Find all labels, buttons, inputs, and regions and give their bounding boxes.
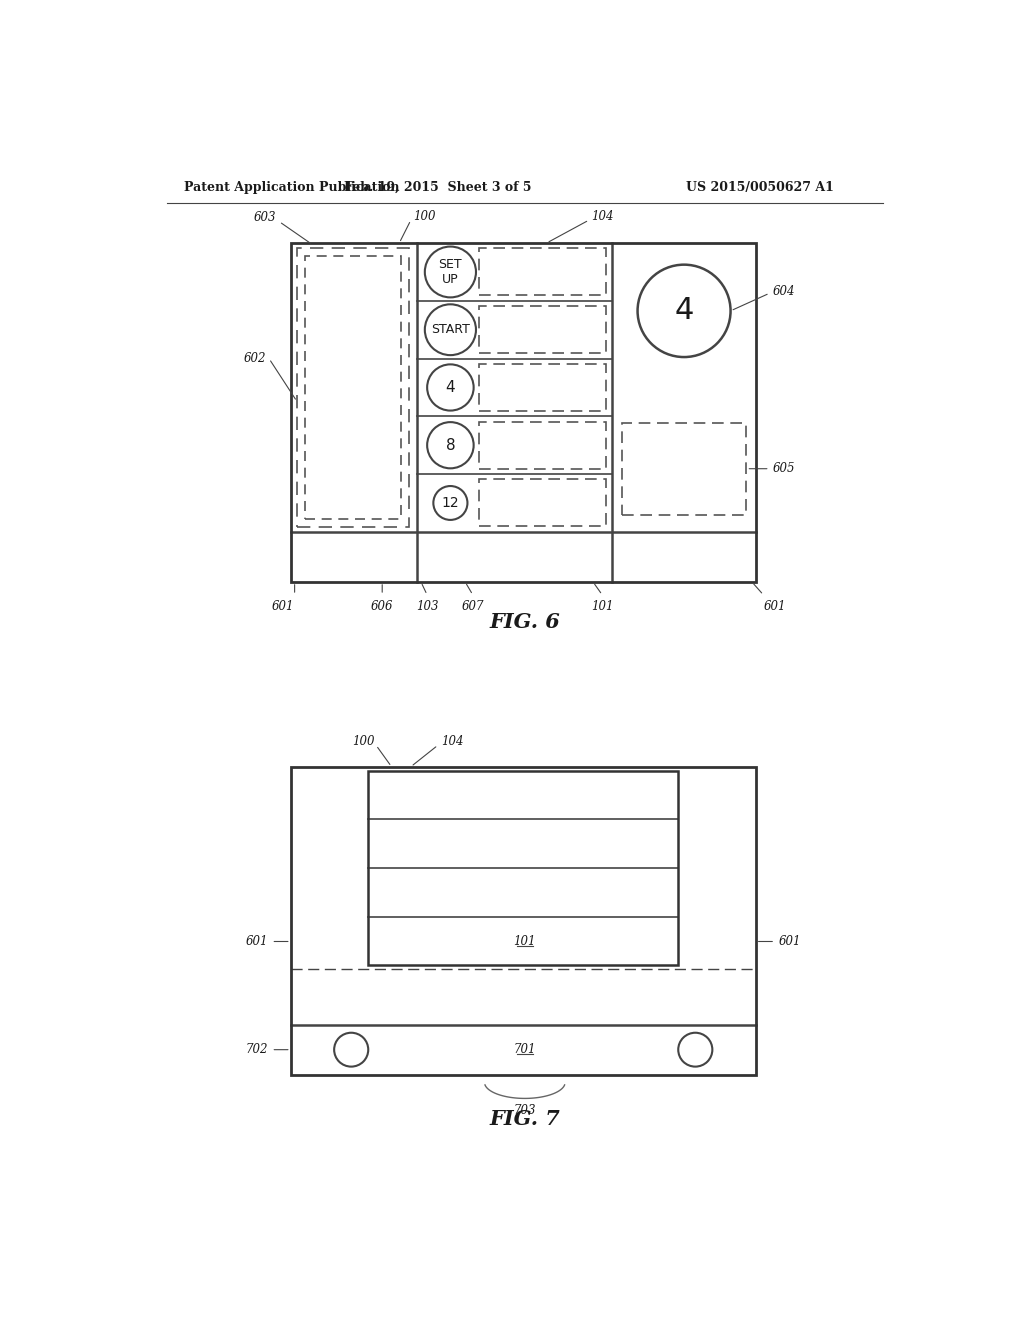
Text: 701: 701 bbox=[514, 1043, 536, 1056]
Bar bbox=[479, 306, 606, 354]
Text: FIG. 6: FIG. 6 bbox=[489, 612, 560, 632]
Text: 607: 607 bbox=[462, 601, 484, 614]
Bar bbox=[479, 479, 606, 527]
Text: 100: 100 bbox=[414, 210, 435, 223]
Bar bbox=[479, 248, 606, 296]
Text: US 2015/0050627 A1: US 2015/0050627 A1 bbox=[686, 181, 834, 194]
Text: FIG. 7: FIG. 7 bbox=[489, 1109, 560, 1130]
Bar bbox=[479, 422, 606, 469]
Text: 104: 104 bbox=[592, 210, 614, 223]
Text: 100: 100 bbox=[352, 735, 375, 748]
Text: 601: 601 bbox=[246, 935, 268, 948]
Text: 12: 12 bbox=[441, 496, 459, 510]
Bar bbox=[291, 767, 756, 1074]
Bar bbox=[479, 364, 606, 411]
Text: 8: 8 bbox=[445, 438, 456, 453]
Text: Feb. 19, 2015  Sheet 3 of 5: Feb. 19, 2015 Sheet 3 of 5 bbox=[344, 181, 531, 194]
Bar bbox=[291, 243, 756, 582]
Text: SET
UP: SET UP bbox=[438, 257, 462, 286]
Bar bbox=[369, 771, 678, 965]
Text: 605: 605 bbox=[773, 462, 796, 475]
Text: 4: 4 bbox=[675, 297, 693, 325]
Text: 702: 702 bbox=[246, 1043, 268, 1056]
Text: Patent Application Publication: Patent Application Publication bbox=[183, 181, 399, 194]
Text: 602: 602 bbox=[244, 352, 266, 366]
Text: 601: 601 bbox=[272, 601, 295, 614]
Bar bbox=[297, 248, 410, 527]
Text: 103: 103 bbox=[416, 601, 438, 614]
Text: 601: 601 bbox=[764, 601, 786, 614]
Text: 606: 606 bbox=[371, 601, 393, 614]
Text: 604: 604 bbox=[773, 285, 796, 298]
Text: 104: 104 bbox=[441, 735, 464, 748]
Bar bbox=[622, 422, 746, 515]
Text: 603: 603 bbox=[254, 211, 276, 224]
Text: START: START bbox=[431, 323, 470, 337]
Text: 703: 703 bbox=[514, 1104, 536, 1117]
Text: 101: 101 bbox=[514, 935, 536, 948]
Text: 601: 601 bbox=[778, 935, 801, 948]
Bar bbox=[305, 256, 400, 519]
Text: 101: 101 bbox=[591, 601, 613, 614]
Text: 4: 4 bbox=[445, 380, 456, 395]
